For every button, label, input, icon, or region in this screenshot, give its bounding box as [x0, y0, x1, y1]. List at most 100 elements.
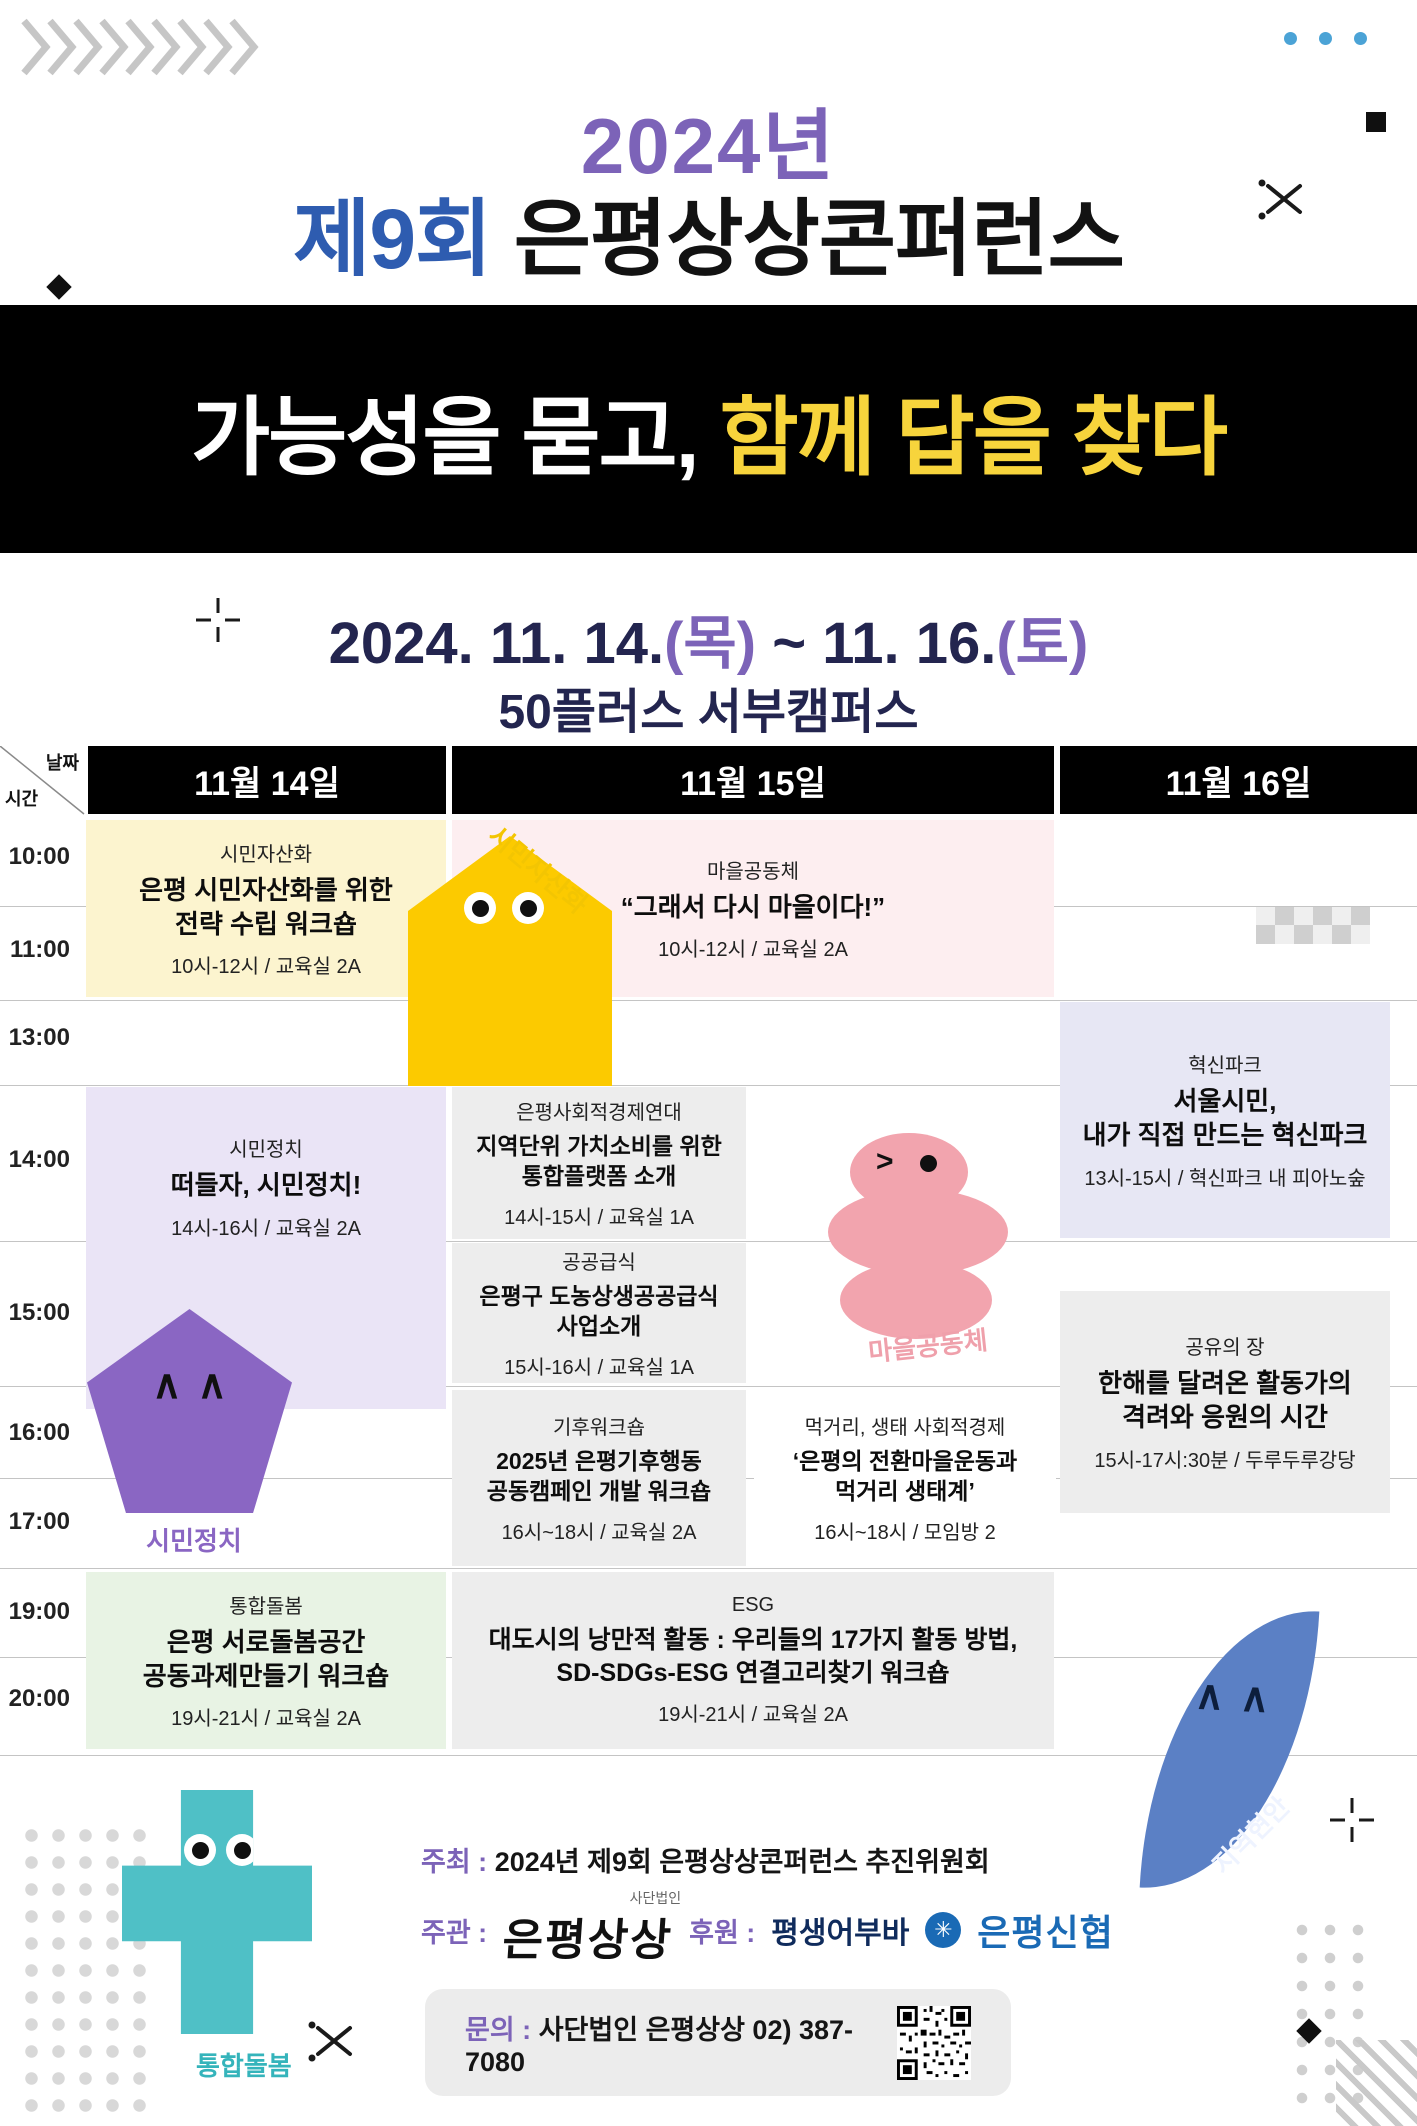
slogan-yellow: 함께 답을 찾다 [719, 389, 1228, 486]
date-start: 2024. 11. 14. [328, 611, 665, 676]
event-category: 시민자산화 [220, 843, 312, 866]
event-title: 한해를 달려온 활동가의 격려와 응원의 시간 [1098, 1368, 1352, 1432]
event-info: 10시-12시 / 교육실 2A [171, 956, 361, 979]
event-food-ecology: 먹거리, 생태 사회적경제 ‘은평의 전환마을운동과 먹거리 생태계’ 16시~… [754, 1390, 1056, 1566]
eye-icon [512, 892, 544, 924]
chevron-pattern-icon [21, 18, 259, 76]
crop-mark-icon [1330, 1798, 1374, 1842]
event-category: 혁신파크 [1188, 1055, 1262, 1078]
event-social-economy: 은평사회적경제연대 지역단위 가치소비를 위한 통합플랫폼 소개 14시-15시… [452, 1087, 746, 1239]
grid-line [0, 1386, 1417, 1387]
eye-icon [226, 1834, 258, 1866]
diagonal-hatch-pattern [1336, 2040, 1417, 2126]
event-sharing-plaza: 공유의 장 한해를 달려온 활동가의 격려와 응원의 시간 15시-17시:30… [1060, 1291, 1390, 1513]
sponsor-label: 후원 : [689, 1917, 756, 1948]
day-header-nov15: 11월 15일 [452, 746, 1054, 814]
event-title: 떠들자, 시민정치! [170, 1170, 362, 1200]
venue: 50플러스 서부캠퍼스 [498, 686, 919, 739]
sponsor-pyeongsaeng: 평생어부바 [771, 1917, 910, 1950]
corner-time-label: 시간 [5, 789, 39, 809]
scissors-cut-icon [308, 2021, 352, 2062]
event-title: 지역단위 가치소비를 위한 통합플랫폼 소개 [476, 1133, 722, 1189]
mascot-label-jeongchi: 시민정치 [146, 1526, 242, 1556]
event-category: 공공급식 [562, 1252, 636, 1275]
event-dates: 2024. 11. 14.(목) ~ 11. 16.(토) [0, 596, 1417, 680]
time-label: 15:00 [8, 1299, 70, 1326]
event-info: 16시~18시 / 모임방 2 [814, 1521, 996, 1544]
qr-code [897, 2005, 971, 2080]
date-tilde: ~ [756, 611, 823, 676]
organizer-label: 주관 : [421, 1917, 488, 1948]
event-info: 19시-21시 / 교육실 2A [658, 1704, 848, 1726]
time-label: 13:00 [8, 1024, 70, 1051]
time-label: 10:00 [8, 843, 70, 870]
event-title: 은평 서로돌봄공간 공동과제만들기 워크숍 [142, 1626, 390, 1691]
event-title: ‘은평의 전환마을운동과 먹거리 생태계’ [792, 1448, 1018, 1504]
eye-icon [464, 892, 496, 924]
event-info: 15시-17시:30분 / 두루두루강당 [1094, 1449, 1356, 1472]
host-label: 주최 : [421, 1847, 488, 1877]
event-info: 16시~18시 / 교육실 2A [501, 1521, 697, 1544]
poster-year: 2024년 [580, 102, 837, 190]
event-title: “그래서 다시 마을이다!” [620, 891, 886, 922]
crop-mark-icon [196, 598, 240, 642]
host-line: 주최 : 2024년 제9회 은평상상콘퍼런스 추진위원회 [421, 1840, 990, 1879]
eye-icon [184, 1834, 216, 1866]
mascot-blob-pink: > [828, 1133, 1028, 1357]
event-category: 먹거리, 생태 사회적경제 [804, 1417, 1006, 1440]
contact-text: 문의 : 사단법인 은평상상 02) 387-7080 [465, 2008, 897, 2078]
event-category: 마을공동체 [707, 860, 799, 883]
event-title: 은평구 도농상생공공급식 사업소개 [479, 1283, 719, 1339]
event-title: 서울시민, 내가 직접 만드는 혁신파크 [1082, 1086, 1368, 1150]
caret-eyes-icon: ∧ ∧ [1193, 1673, 1271, 1721]
table-corner-cell: 날짜 시간 [0, 746, 85, 815]
event-title: 은평 시민자산화를 위한 전략 수립 워크숍 [139, 874, 393, 939]
grid-line [0, 1755, 1417, 1756]
poster-title: 제9회 은평상상콘퍼런스 [0, 172, 1417, 293]
event-category: 통합돌봄 [229, 1595, 303, 1618]
event-esg: ESG 대도시의 낭만적 활동 : 우리들의 17가지 활동 방법, SD-SD… [452, 1572, 1054, 1749]
checker-pattern-icon [1256, 906, 1370, 944]
contact-label: 문의 : [465, 2014, 532, 2045]
scissors-cut-icon [1258, 179, 1302, 220]
time-label: 19:00 [8, 1598, 70, 1625]
event-public-meals: 공공급식 은평구 도농상생공공급식 사업소개 15시-16시 / 교육실 1A [452, 1243, 746, 1383]
organizer-line: 주관 : 사단법인 은평상상 후원 : 평생어부바 ✳ 은평신협 [421, 1890, 1114, 1968]
date-start-weekday: (목) [664, 611, 757, 676]
dot-eye-icon [920, 1155, 937, 1172]
sponsor-shinhyup: 은평신협 [977, 1912, 1114, 1953]
day-header-nov16: 11월 16일 [1060, 746, 1417, 814]
time-label: 16:00 [8, 1419, 70, 1446]
event-climate-workshop: 기후워크숍 2025년 은평기후행동 공동캠페인 개발 워크숍 16시~18시 … [452, 1390, 746, 1566]
slogan-banner: 가능성을 묻고, 함께 답을 찾다 [0, 305, 1417, 553]
time-label: 20:00 [8, 1685, 70, 1712]
three-dots-icon [1284, 32, 1367, 45]
grid-line [0, 1241, 1417, 1242]
eunpyeong-sangsang-logo: 사단법인 은평상상 [501, 1890, 682, 1966]
event-info: 14시-16시 / 교육실 2A [171, 1217, 361, 1240]
corner-date-label: 날짜 [45, 753, 79, 773]
event-category: 시민정치 [229, 1139, 303, 1161]
time-label: 11:00 [9, 936, 70, 963]
time-label: 17:00 [8, 1508, 70, 1535]
event-title: 대도시의 낭만적 활동 : 우리들의 17가지 활동 방법, SD-SDGs-E… [488, 1626, 1018, 1687]
title-edition: 제9회 [293, 192, 492, 286]
date-end-weekday: (토) [996, 611, 1089, 676]
date-end: 11. 16. [822, 611, 997, 676]
event-info: 14시-15시 / 교육실 1A [504, 1206, 694, 1229]
arrow-eye-icon: > [876, 1145, 894, 1178]
time-label: 14:00 [8, 1146, 70, 1173]
event-info: 10시-12시 / 교육실 2A [658, 939, 848, 962]
event-innovation-park: 혁신파크 서울시민, 내가 직접 만드는 혁신파크 13시-15시 / 혁신파크… [1060, 1002, 1390, 1238]
shinhyup-logo-icon: ✳ [925, 1912, 962, 1948]
event-category: ESG [731, 1594, 775, 1616]
event-title: 2025년 은평기후행동 공동캠페인 개발 워크숍 [486, 1448, 712, 1504]
grid-line [0, 1568, 1417, 1569]
event-citizen-assetization: 시민자산화 은평 시민자산화를 위한 전략 수립 워크숍 10시-12시 / 교… [86, 820, 446, 997]
event-info: 13시-15시 / 혁신파크 내 피아노숲 [1084, 1167, 1366, 1190]
day-header-nov14: 11월 14일 [88, 746, 446, 814]
event-info: 19시-21시 / 교육실 2A [171, 1708, 361, 1731]
grid-line [0, 1085, 1417, 1086]
event-category: 공유의 장 [1185, 1337, 1265, 1360]
